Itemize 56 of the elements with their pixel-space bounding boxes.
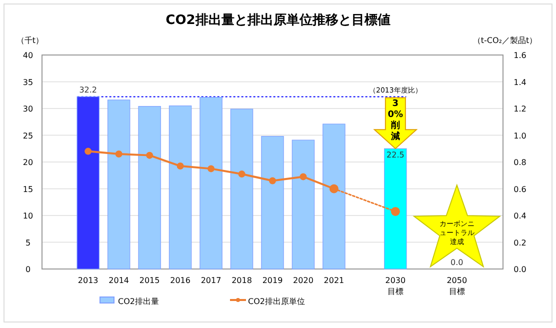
- point: [390, 206, 400, 216]
- point: [300, 173, 307, 180]
- data-label: 0.0: [450, 258, 464, 267]
- bar: [322, 124, 346, 270]
- y-tick-label: 30: [22, 104, 34, 114]
- y2-tick-label: 1.2: [514, 104, 526, 114]
- y2-tick-label: 0.4: [514, 212, 526, 220]
- bar: [76, 96, 100, 270]
- data-label: 32.2: [79, 86, 98, 95]
- point: [84, 148, 92, 155]
- bar: [230, 108, 254, 270]
- y2-tick-label: 0.2: [514, 238, 526, 248]
- x-tick-label: 2020: [293, 276, 314, 285]
- y-tick-label: 5: [25, 238, 31, 248]
- x-tick-label: 2016: [170, 276, 190, 285]
- x-tick-label: 2015: [139, 276, 160, 285]
- x-tick-label: 2021: [324, 276, 344, 285]
- point: [115, 150, 122, 158]
- y2-tick-label: 0.0: [514, 265, 526, 274]
- x-tick-label: 2013: [78, 276, 98, 285]
- chart-title: CO2排出量と排出原単位推移と目標値: [166, 13, 390, 28]
- x-tick-label: 2030 目標: [385, 276, 406, 296]
- legend-label: CO2排出量: [118, 297, 159, 306]
- y-tick-label: 10: [22, 212, 34, 220]
- y-axis-title: （千t）: [16, 36, 44, 45]
- x-tick-label: 2017: [200, 276, 222, 285]
- y2-tick-label: 1.6: [514, 51, 526, 60]
- x-tick-label: 2014: [108, 276, 130, 285]
- bar: [200, 96, 222, 270]
- data-label: 22.5: [386, 150, 404, 160]
- y-tick-label: 0: [25, 265, 31, 274]
- point: [238, 170, 246, 178]
- bar: [292, 140, 315, 270]
- legend-label: CO2排出原単位: [248, 297, 305, 306]
- point: [208, 165, 215, 172]
- bar: [107, 100, 130, 270]
- y-tick-label: 15: [22, 184, 34, 194]
- y2-tick-label: 0.8: [514, 158, 526, 167]
- x-tick-label: 2018: [232, 276, 252, 285]
- y-tick-label: 25: [22, 131, 34, 140]
- x-tick-label: 2019: [262, 276, 283, 285]
- y2-tick-label: 1.4: [514, 78, 526, 87]
- bar: [168, 106, 192, 270]
- point: [176, 162, 184, 170]
- y2-tick-label: 0.6: [514, 184, 526, 194]
- y-tick-label: 35: [22, 78, 34, 87]
- y2-tick-label: 1.0: [514, 131, 526, 140]
- y-tick-label: 20: [22, 158, 34, 167]
- point: [146, 152, 154, 159]
- y2-axis-title: （t-CO₂／製品t）: [472, 36, 538, 45]
- x-tick-label: 2050 目標: [446, 276, 468, 296]
- y-tick-label: 40: [22, 51, 34, 60]
- annotation: 30%削減: [387, 98, 404, 144]
- bar: [261, 136, 284, 270]
- bar: [138, 106, 161, 270]
- point: [269, 177, 276, 184]
